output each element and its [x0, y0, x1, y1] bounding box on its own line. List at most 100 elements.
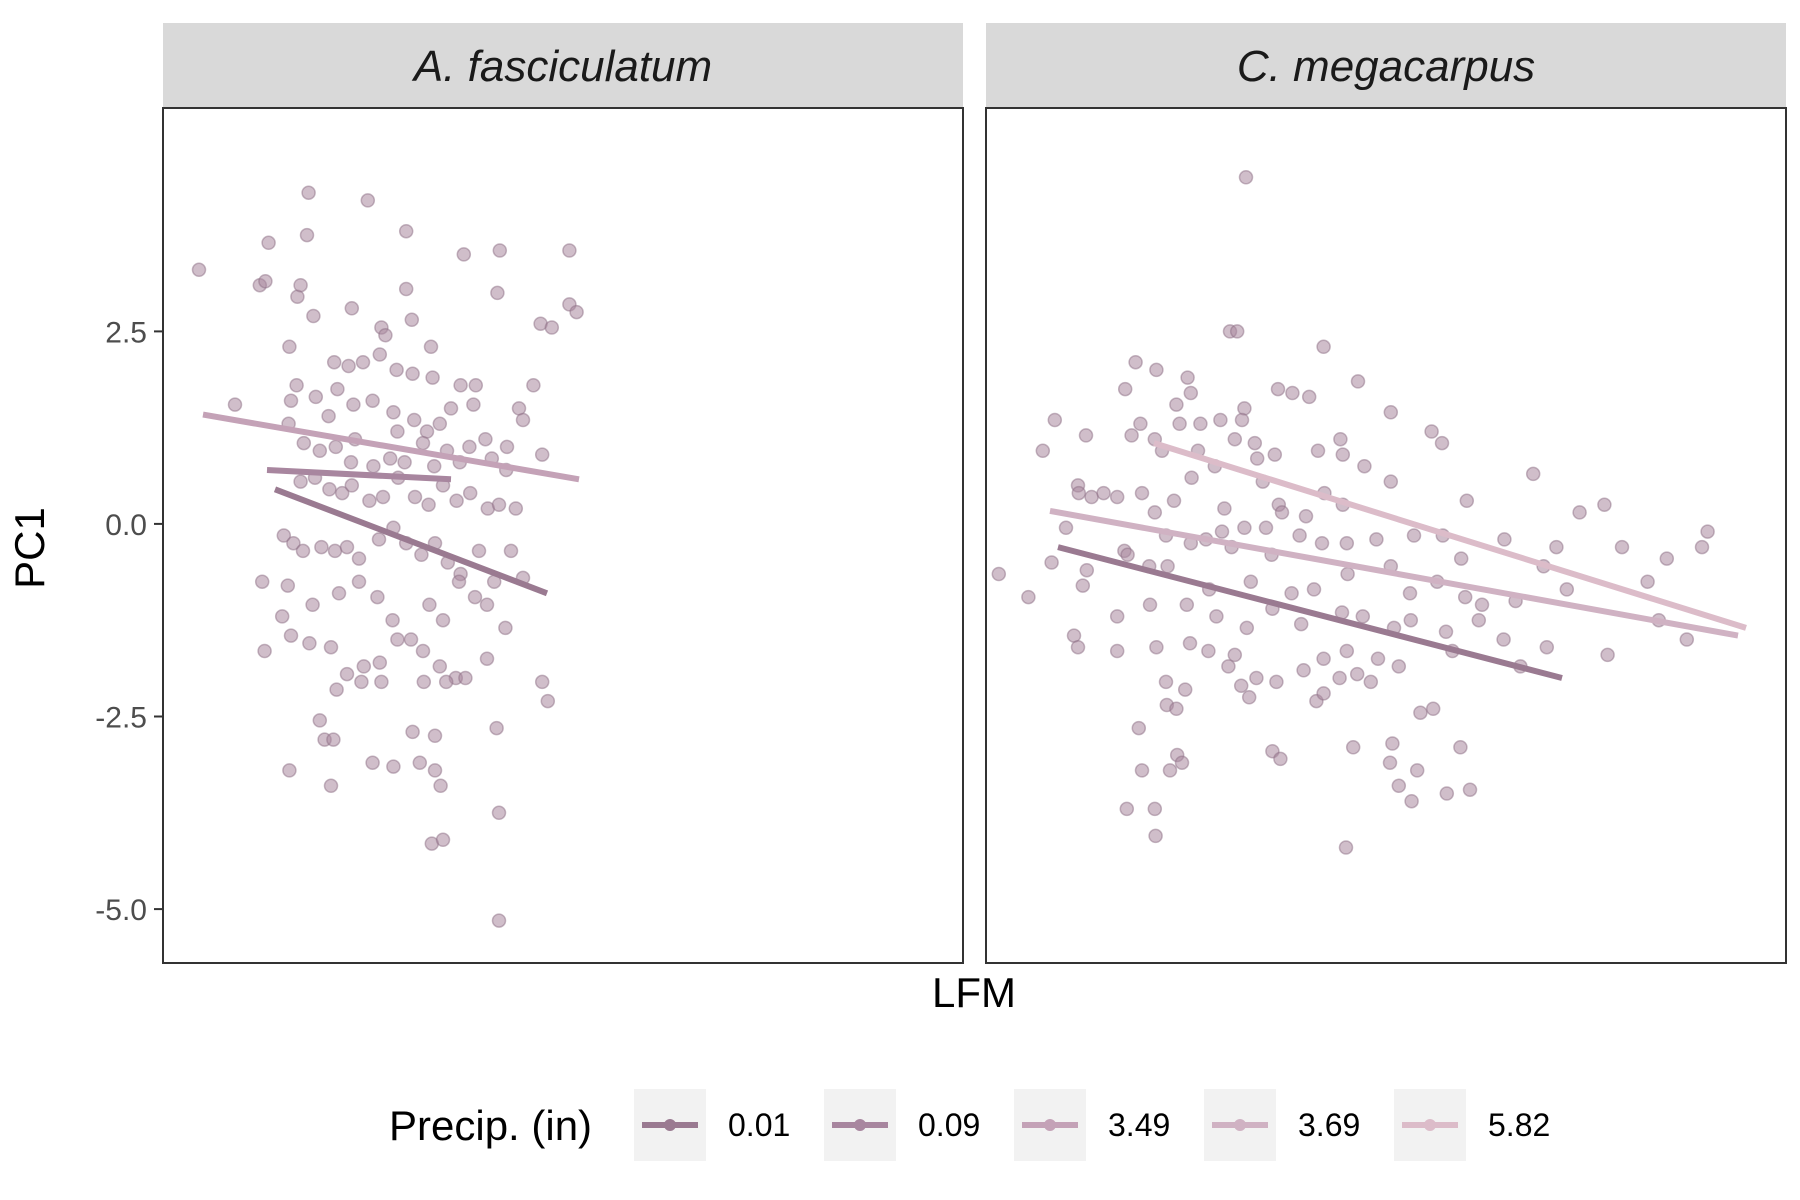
data-point: [258, 274, 273, 289]
data-point: [426, 458, 442, 474]
data-point: [1335, 447, 1351, 462]
data-point: [331, 586, 347, 601]
data-point: [283, 628, 299, 643]
data-point: [1496, 632, 1511, 647]
data-point: [1217, 501, 1232, 516]
data-point: [403, 632, 419, 647]
data-point: [1267, 447, 1283, 462]
data-point: [1247, 435, 1263, 451]
trend-line-0.01: [1057, 544, 1563, 681]
data-point: [425, 370, 440, 385]
data-point: [1166, 493, 1182, 509]
data-point: [1183, 385, 1199, 401]
data-point: [1383, 405, 1399, 420]
y-tick-label: 0.0: [105, 509, 147, 542]
data-point: [1213, 412, 1228, 428]
data-point: [1258, 520, 1274, 536]
legend-keys: 0.01 0.09 3.49 3.69 5.82: [634, 1089, 1550, 1161]
data-point: [1149, 639, 1164, 655]
data-point: [427, 728, 443, 744]
data-point: [1439, 786, 1455, 801]
data-point: [321, 408, 336, 424]
data-point: [295, 543, 311, 559]
data-point: [1229, 324, 1245, 339]
data-point: [329, 682, 344, 697]
data-point: [468, 378, 484, 393]
data-point: [1160, 559, 1175, 574]
data-point: [1070, 639, 1086, 655]
panel-border: [985, 107, 1787, 964]
data-point: [1382, 755, 1398, 770]
data-point: [1285, 385, 1300, 401]
data-point: [1316, 339, 1331, 355]
data-point: [299, 227, 315, 243]
data-point: [1109, 609, 1125, 624]
data-point: [301, 185, 316, 200]
data-point: [478, 431, 493, 447]
data-point: [1269, 674, 1284, 690]
data-point: [1128, 354, 1143, 370]
data-point: [1314, 535, 1330, 551]
data-point: [416, 674, 432, 690]
data-point: [306, 308, 321, 324]
data-point: [562, 243, 577, 258]
data-point: [1221, 659, 1236, 674]
data-point: [1047, 412, 1063, 428]
data-point: [371, 532, 387, 547]
data-point: [365, 755, 380, 770]
data-point: [385, 612, 400, 628]
data-point: [1227, 431, 1243, 447]
legend-item-5.82: 5.82: [1394, 1089, 1550, 1161]
data-point: [339, 666, 355, 682]
data-point: [1174, 755, 1190, 770]
data-point: [254, 574, 270, 589]
data-point: [1316, 651, 1331, 666]
data-point: [314, 539, 329, 555]
data-point: [1237, 401, 1252, 416]
data-point: [422, 597, 437, 613]
data-point: [386, 405, 401, 420]
legend-label: 3.69: [1298, 1107, 1360, 1143]
data-point: [1249, 670, 1264, 686]
data-point: [356, 659, 372, 674]
y-tick-label: -5.0: [95, 894, 147, 927]
data-point: [370, 589, 385, 605]
data-point: [372, 655, 388, 670]
data-point: [1147, 505, 1163, 520]
data-point: [405, 366, 420, 381]
data-point: [412, 755, 428, 770]
data-point: [1243, 574, 1259, 589]
data-point: [1404, 793, 1419, 809]
data-point: [462, 439, 477, 455]
data-point: [1131, 720, 1147, 736]
panel-title: A. fasciculatum: [411, 42, 712, 91]
data-point: [274, 609, 290, 624]
data-point: [508, 501, 524, 516]
legend-label: 5.82: [1488, 1107, 1550, 1143]
data-point: [1525, 466, 1541, 482]
data-point: [1238, 170, 1254, 185]
data-point: [1234, 412, 1250, 428]
data-point: [432, 416, 448, 432]
data-point: [398, 281, 414, 297]
data-point: [405, 724, 420, 740]
data-point: [344, 301, 360, 316]
data-point: [326, 732, 341, 747]
data-point: [491, 497, 507, 512]
data-point: [1572, 505, 1587, 520]
data-point: [1169, 397, 1184, 412]
data-point: [1385, 736, 1400, 751]
data-point: [374, 674, 389, 690]
data-point: [1124, 428, 1139, 443]
data-point: [328, 439, 344, 455]
data-point: [1142, 597, 1158, 613]
data-point: [312, 713, 328, 728]
data-point: [1270, 381, 1286, 397]
data-point: [1597, 497, 1612, 512]
data-point: [1158, 674, 1174, 690]
data-point: [1474, 597, 1490, 613]
data-point: [1044, 555, 1059, 570]
legend-item-3.69: 3.69: [1204, 1089, 1360, 1161]
data-point: [1497, 532, 1512, 547]
